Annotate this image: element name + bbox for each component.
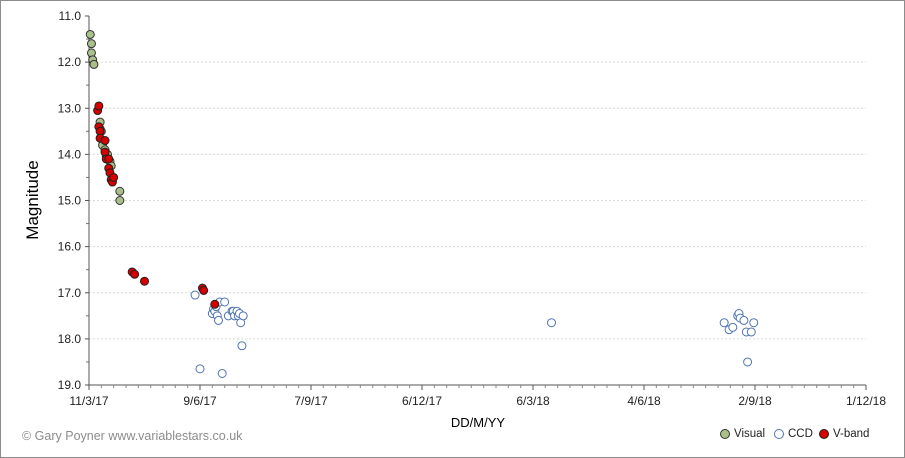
visual-point [89,59,99,69]
x-tick-label: 6/3/18 [516,394,550,408]
ccd-point [217,368,227,378]
legend-item-ccd: CCD [774,428,813,440]
ccd-point [739,315,749,325]
y-tick-label: 17.0 [58,286,82,300]
legend-item-vband: V-band [819,428,869,440]
legend-ccd-label: CCD [788,428,813,440]
ccd-point [190,290,200,300]
ccd-point [195,364,205,374]
y-tick-label: 12.0 [58,55,82,69]
gridlines [89,61,866,340]
v-band-point [109,172,119,182]
legend-vband-marker [819,429,829,439]
y-axis-title: Magnitude [23,160,42,239]
y-tick-label: 16.0 [58,240,82,254]
y-tick-label: 15.0 [58,194,82,208]
legend-visual-label: Visual [734,428,766,440]
visual-point [86,39,96,49]
x-tick-label: 7/9/17 [294,394,328,408]
x-tick-label: 6/12/17 [402,394,442,408]
x-axis-title: DD/M/YY [451,415,506,430]
ccd-point [214,315,223,325]
v-band-point [210,299,220,309]
legend-visual-marker [720,429,730,439]
ccd-point [220,297,230,307]
x-tick-label: 4/6/18 [627,394,661,408]
y-tick-label: 13.0 [58,101,82,115]
v-band-point [199,285,209,295]
legend-vband-label: V-band [833,428,870,440]
ccd-point [547,318,556,328]
ccd-point [746,327,756,337]
ccd-point [749,318,759,328]
ccd-point [743,357,753,367]
data-points [85,29,759,378]
x-tick-labels: 11/3/17 9/6/17 7/9/17 6/12/17 6/3/18 4/6/18 2/… [69,394,886,408]
ccd-point [237,341,247,351]
y-tick-labels: 11.0 12.0 13.0 14.0 15.0 16.0 17.0 18.0 19.0 [58,9,82,392]
v-band-point [130,269,140,279]
x-tick-label: 11/3/17 [69,394,108,408]
credit-text: © Gary Poyner www.variablestars.co.uk [22,429,243,443]
v-band-point [94,101,104,111]
x-tick-label: 9/6/17 [183,394,217,408]
ccd-point [238,311,248,321]
ccd-point [719,318,729,328]
y-tick-label: 14.0 [58,147,82,161]
y-tick-label: 11.0 [59,9,82,23]
visual-point [115,196,125,205]
v-band-point [104,154,114,164]
ccd-point [728,322,738,332]
visual-point [85,29,95,39]
v-band-point [100,136,110,146]
visual-point [115,186,125,196]
y-tick-label: 18.0 [58,332,82,346]
x-tick-label: 2/9/18 [738,394,772,408]
v-band-point [140,276,149,286]
legend-ccd-marker [774,429,784,439]
legend-item-visual: Visual [720,428,765,440]
axes [85,15,867,390]
y-tick-label: 19.0 [58,378,82,392]
x-tick-label: 1/12/18 [846,394,886,408]
